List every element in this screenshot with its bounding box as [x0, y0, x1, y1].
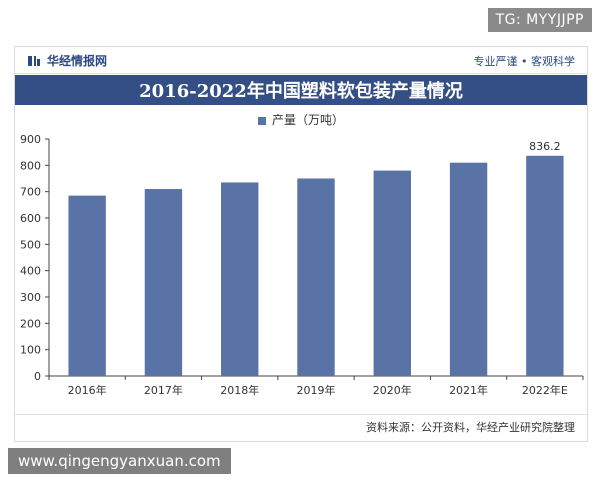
bar — [144, 189, 183, 376]
chart-title: 2016-2022年中国塑料软包装产量情况 — [15, 75, 587, 105]
y-tick-label: 700 — [20, 186, 41, 199]
watermark-tg: TG: MYYJJPP — [487, 8, 592, 32]
bar-chart: 0 100 200 300 400 500 600 700 800 900 2016年 2017年 20… — [20, 133, 584, 397]
y-tick-label: 100 — [20, 344, 41, 357]
y-tick-label: 400 — [20, 265, 41, 278]
y-tick-label: 500 — [20, 238, 41, 251]
legend-swatch — [257, 116, 266, 125]
x-tick-label: 2016年 — [68, 383, 107, 397]
bar — [449, 162, 488, 376]
brand: 华经情报网 — [27, 52, 107, 69]
x-tick-label: 2018年 — [220, 383, 259, 397]
y-tick-label: 800 — [20, 159, 41, 172]
x-tick-label: 2022年E — [522, 383, 568, 397]
y-tick-label: 200 — [20, 317, 41, 330]
y-tick-label: 600 — [20, 212, 41, 225]
data-label: 836.2 — [529, 140, 561, 153]
x-tick-label: 2020年 — [373, 383, 412, 397]
source-note: 资料来源：公开资料，华经产业研究院整理 — [15, 414, 587, 441]
legend: 产量（万吨） — [15, 111, 587, 128]
card-header: 华经情报网 专业严谨 • 客观科学 — [15, 47, 587, 74]
watermark-url: www.qingengyanxuan.com — [8, 448, 231, 474]
legend-label: 产量（万吨） — [271, 113, 344, 127]
x-tick-label: 2017年 — [144, 383, 183, 397]
bar — [221, 182, 259, 376]
tagline: 专业严谨 • 客观科学 — [473, 55, 575, 68]
y-tick-label: 0 — [34, 370, 41, 383]
y-tick-label: 900 — [20, 133, 41, 146]
source-text: 资料来源：公开资料，华经产业研究院整理 — [366, 421, 575, 434]
bar — [373, 170, 411, 376]
chart-card: 华经情报网 专业严谨 • 客观科学 2016-2022年中国塑料软包装产量情况 … — [14, 46, 588, 442]
y-tick-label: 300 — [20, 291, 41, 304]
x-tick-label: 2019年 — [297, 383, 336, 397]
brand-name: 华经情报网 — [47, 54, 108, 68]
bar — [297, 178, 335, 376]
bar — [68, 195, 106, 376]
bar — [526, 155, 564, 376]
brand-logo-icon — [28, 55, 40, 66]
x-tick-label: 2021年 — [449, 383, 488, 397]
